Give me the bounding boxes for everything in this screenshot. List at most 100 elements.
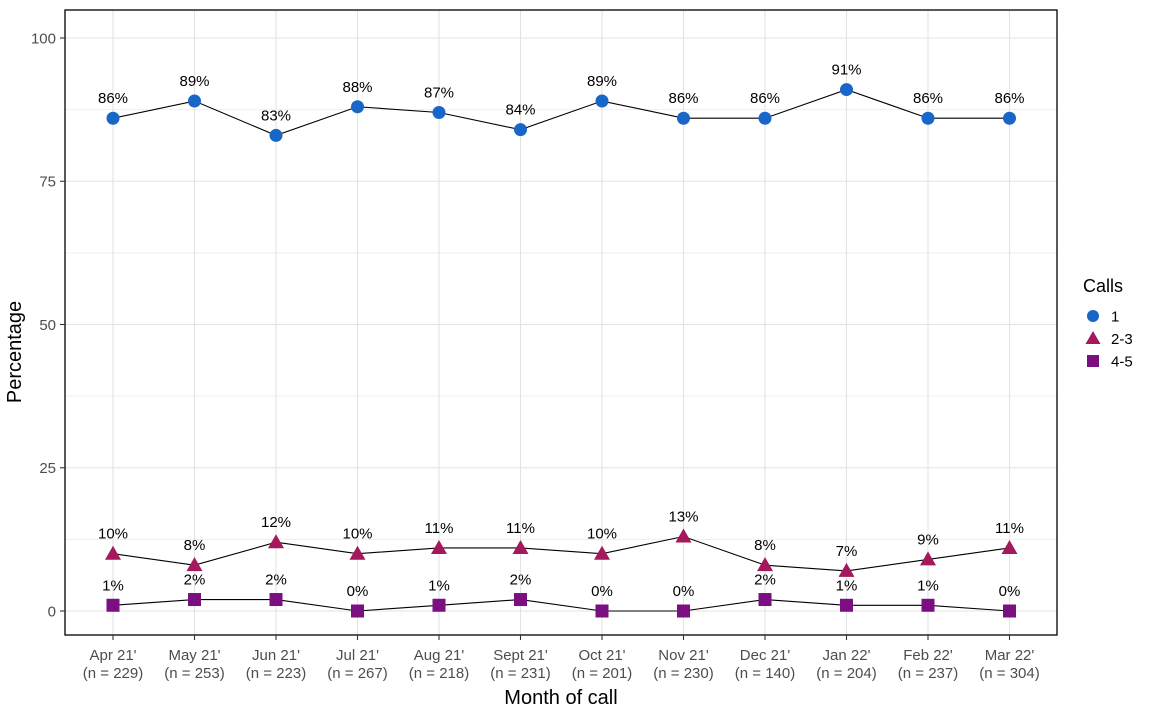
series-line (112, 88, 1010, 136)
y-tick-label: 100 (31, 30, 56, 47)
x-tick-label-n: (n = 237) (898, 665, 958, 682)
axes-layer: 0 25 50 75 100 Apr 21'(n = 229) May 21'(n = 25… (31, 30, 1040, 682)
data-label: 11% (995, 520, 1024, 537)
x-tick-label-n: (n = 304) (979, 665, 1039, 682)
x-tick-label-n: (n = 267) (327, 665, 387, 682)
data-label: 89% (179, 73, 209, 90)
data-label: 2% (754, 572, 776, 589)
data-label: 86% (994, 90, 1024, 107)
x-tick-label-month: Dec 21' (740, 647, 791, 664)
y-tick-label: 50 (39, 317, 56, 334)
data-point-circle (921, 111, 935, 125)
data-label: 11% (506, 520, 535, 537)
data-label: 87% (424, 84, 454, 101)
data-label: 86% (668, 90, 698, 107)
data-point-triangle (431, 539, 447, 554)
x-tick-label-n: (n = 253) (164, 665, 224, 682)
data-point-square (188, 593, 201, 607)
x-tick-label-n: (n = 229) (83, 665, 143, 682)
data-label: 86% (913, 90, 943, 107)
x-tick-label-n: (n = 140) (735, 665, 795, 682)
x-tick-label-month: Sept 21' (493, 647, 548, 664)
data-point-circle (106, 111, 120, 125)
data-point-circle (432, 105, 446, 119)
data-label: 1% (836, 577, 858, 594)
data-label: 7% (836, 543, 858, 560)
data-point-triangle (349, 545, 366, 560)
x-tick-label-month: Feb 22' (903, 647, 953, 664)
legend-square-icon (1087, 355, 1099, 367)
data-label: 86% (98, 90, 128, 107)
data-label: 12% (261, 514, 291, 531)
data-label: 9% (917, 531, 939, 548)
legend-item-label: 1 (1111, 308, 1119, 325)
data-label: 86% (750, 90, 780, 107)
legend-title: Calls (1083, 276, 1123, 296)
data-label: 11% (425, 520, 454, 537)
data-point-triangle (838, 562, 855, 577)
data-label: 0% (347, 583, 369, 600)
y-axis-title: Percentage (4, 301, 26, 403)
data-point-square (432, 598, 446, 612)
data-label: 8% (754, 537, 776, 554)
data-label: 10% (98, 526, 128, 543)
legend-item-label: 2-3 (1111, 331, 1133, 348)
series-1: 86% 89% 83% 88% 87% 84% 89% 86% 86% 91% 86% 86% (98, 62, 1025, 142)
data-point-circle (595, 94, 609, 108)
data-label: 2% (265, 572, 287, 589)
data-point-circle (677, 111, 690, 125)
data-point-square (840, 598, 853, 612)
data-point-triangle (512, 539, 529, 554)
series-line (112, 598, 1010, 612)
panel-border (64, 9, 1058, 636)
legend-circle-icon (1087, 310, 1099, 322)
legend-item-label: 4-5 (1111, 353, 1133, 370)
data-label: 10% (587, 526, 617, 543)
data-label: 0% (999, 583, 1021, 600)
x-tick-label-month: Oct 21' (578, 647, 625, 664)
legend-item-2-3: 2-3 (1085, 331, 1133, 348)
legend-item-1: 1 (1087, 308, 1119, 325)
x-tick-label-month: Jan 22' (823, 647, 871, 664)
data-point-triangle (186, 557, 203, 572)
data-point-circle (188, 94, 201, 108)
x-tick-label-month: Nov 21' (658, 647, 709, 664)
data-label: 0% (673, 583, 695, 600)
data-point-circle (351, 100, 364, 114)
x-tick-label-month: Jun 21' (252, 647, 300, 664)
data-point-triangle (1001, 539, 1018, 554)
x-tick-label-n: (n = 201) (572, 665, 632, 682)
data-point-circle (840, 83, 853, 97)
data-point-square (1003, 604, 1016, 618)
legend: Calls 1 2-3 4-5 (1083, 276, 1133, 370)
series-line (112, 535, 1010, 572)
data-point-circle (1003, 111, 1016, 125)
x-tick-label-n: (n = 223) (246, 665, 306, 682)
x-tick-label-n: (n = 204) (816, 665, 876, 682)
x-tick-label-n: (n = 230) (653, 665, 713, 682)
data-label: 8% (184, 537, 206, 554)
x-tick-label-month: Apr 21' (89, 647, 136, 664)
data-point-triangle (757, 557, 773, 572)
data-point-square (677, 604, 690, 618)
x-tick-label-month: Mar 22' (985, 647, 1035, 664)
data-label: 91% (831, 62, 861, 79)
y-tick-label: 75 (39, 174, 56, 191)
data-point-triangle (920, 551, 936, 566)
data-label: 1% (102, 577, 124, 594)
x-tick-label-month: Jul 21' (336, 647, 379, 664)
data-point-square (269, 593, 283, 607)
legend-triangle-icon (1085, 331, 1101, 344)
series-layer: 86% 89% 83% 88% 87% 84% 89% 86% 86% 91% 86% 86% 10% 8… (98, 62, 1025, 618)
y-tick-label: 0 (48, 603, 56, 620)
data-point-square (514, 593, 527, 607)
data-label: 88% (342, 79, 372, 96)
legend-item-4-5: 4-5 (1087, 353, 1133, 370)
data-point-triangle (268, 534, 284, 549)
data-label: 10% (342, 526, 372, 543)
data-point-circle (269, 128, 283, 142)
data-label: 0% (591, 583, 613, 600)
data-point-circle (514, 123, 527, 137)
